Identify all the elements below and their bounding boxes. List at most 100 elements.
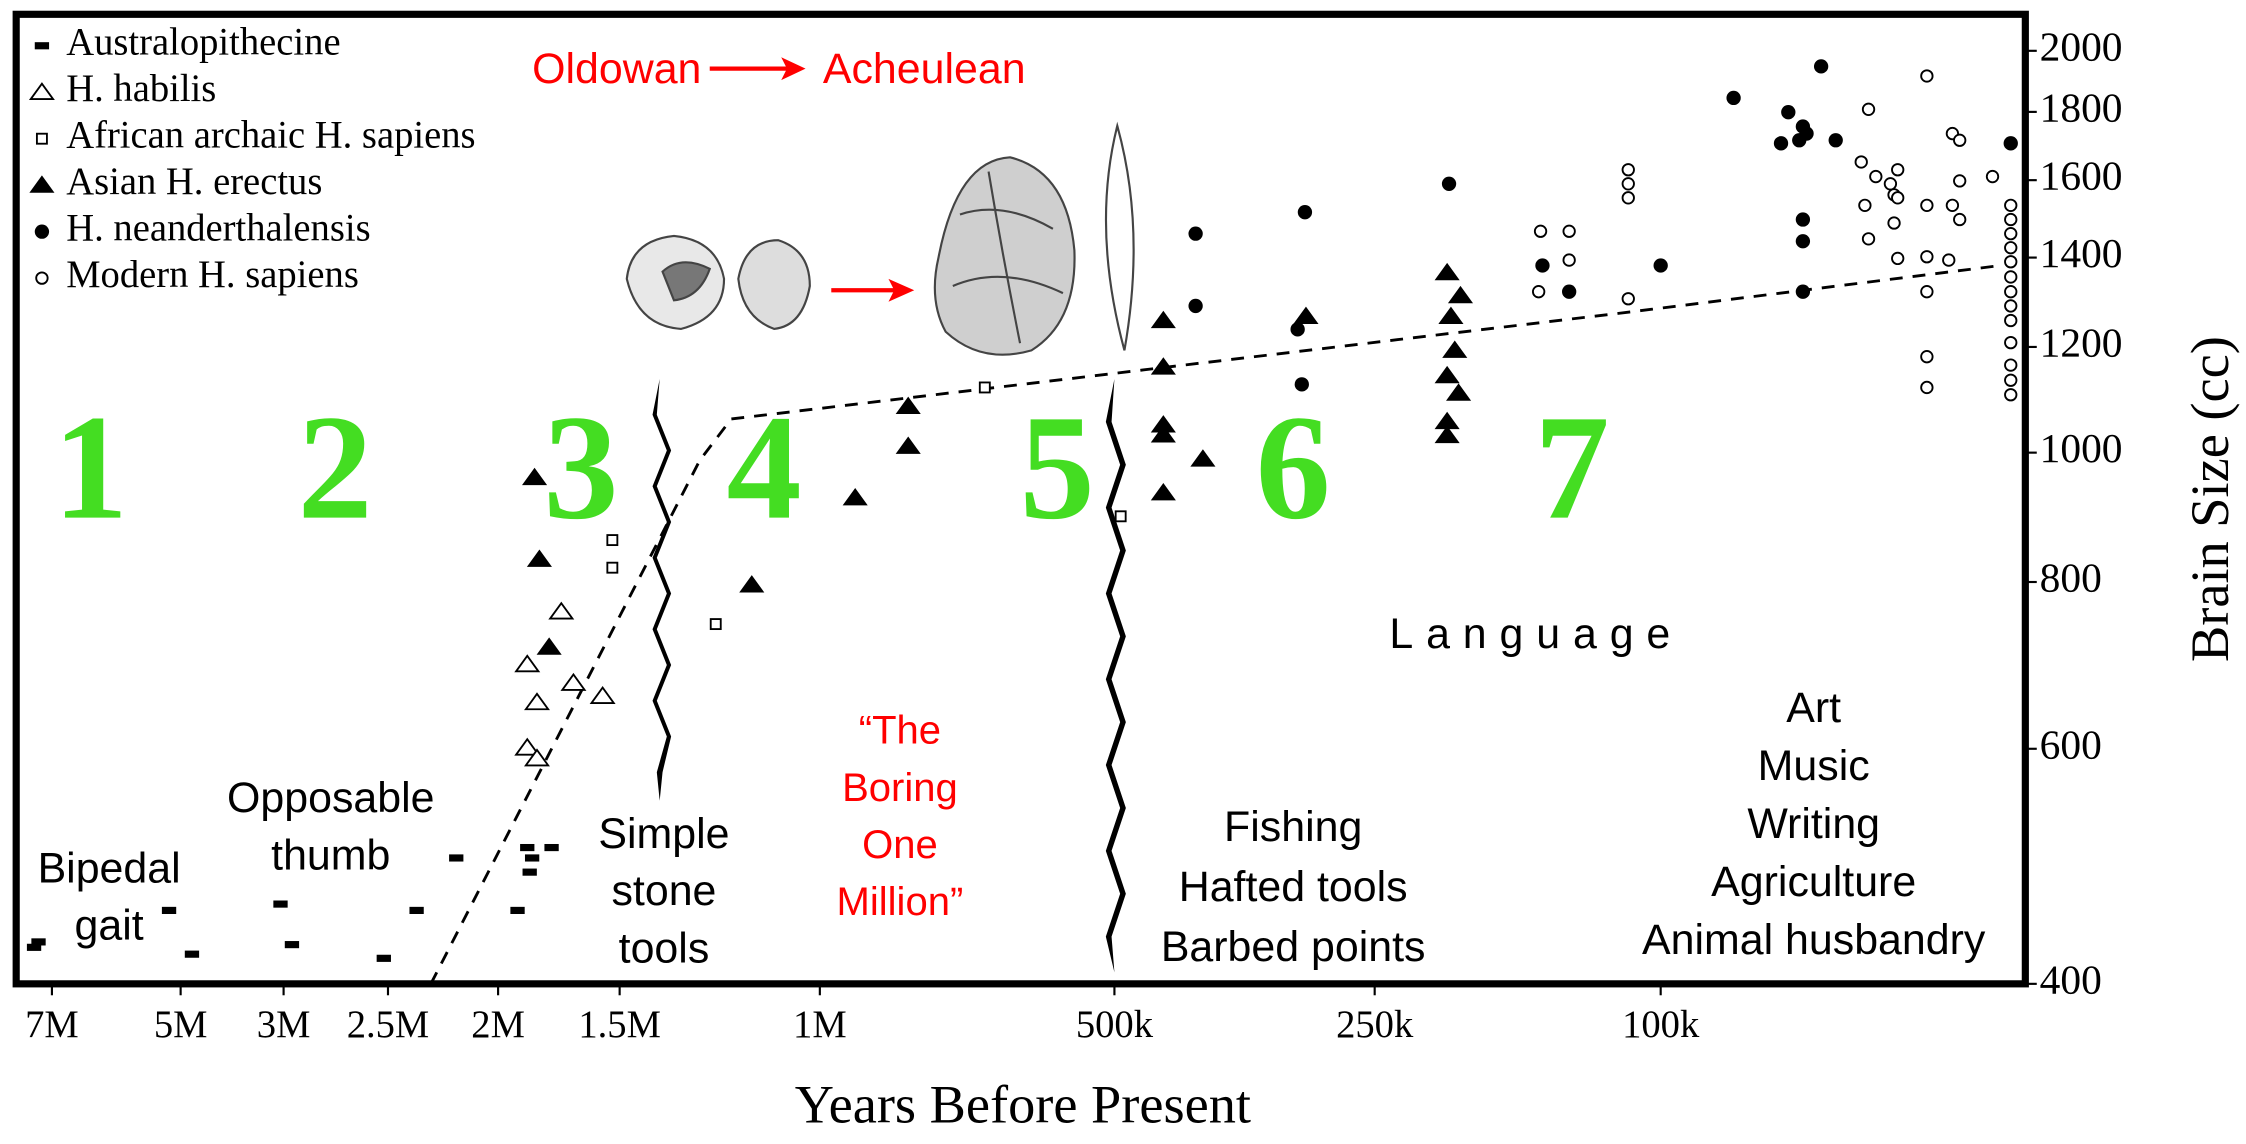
marker-circle-open — [2004, 212, 2018, 227]
marker-dash — [449, 854, 464, 862]
marker-circle-open — [1891, 191, 1905, 205]
marker-triangle — [1442, 340, 1468, 358]
marker-circle-open — [1887, 216, 1901, 230]
y-tick-label: 1200 — [2040, 319, 2123, 365]
y-tick-label: 1800 — [2040, 84, 2123, 130]
y-tick-label: 400 — [2040, 956, 2102, 1002]
marker-triangle — [895, 396, 921, 414]
marker-circle-open — [1953, 133, 1967, 147]
marker-square-open — [978, 381, 991, 394]
annotation: One — [862, 823, 938, 867]
marker-circle — [1781, 105, 1796, 120]
era-divider — [652, 378, 672, 801]
marker-triangle — [1447, 285, 1474, 304]
marker-circle — [1535, 258, 1550, 273]
marker-triangle — [1150, 425, 1176, 443]
marker-circle — [1188, 298, 1203, 314]
oldowan-tool — [737, 239, 811, 330]
x-tick-label: 7M — [25, 1004, 79, 1046]
annotation: Hafted tools — [1179, 863, 1408, 911]
marker-circle-open — [2004, 198, 2018, 212]
marker-triangle — [522, 467, 548, 486]
marker-triangle — [1150, 483, 1176, 501]
period-number: 6 — [1256, 385, 1331, 551]
marker-circle — [1795, 284, 1811, 299]
y-tick-label: 1400 — [2040, 230, 2123, 276]
marker-triangle-open — [560, 672, 587, 691]
x-tick-label: 250k — [1336, 1004, 1414, 1046]
marker-circle-open — [1854, 155, 1868, 169]
marker-circle — [1773, 136, 1789, 151]
marker-circle-open — [1920, 285, 1934, 299]
marker-triangle — [895, 436, 921, 454]
marker-circle-open — [1985, 169, 2000, 184]
acheulean-handaxe — [933, 156, 1076, 356]
annotation: Boring — [842, 766, 958, 810]
marker-triangle-open — [548, 601, 575, 620]
legend-label: Asian H. erectus — [66, 161, 322, 203]
marker-triangle-open — [514, 654, 541, 673]
oldowan-tool-flake — [661, 261, 712, 302]
marker-dash — [524, 854, 540, 862]
marker-circle — [2003, 136, 2018, 151]
marker-circle-open — [2004, 388, 2018, 402]
y-tick-label: 800 — [2040, 555, 2102, 601]
marker-circle — [1653, 258, 1668, 273]
marker-circle — [1795, 212, 1811, 227]
annotation: tools — [619, 924, 710, 972]
marker-circle-open — [1621, 292, 1635, 306]
marker-circle-open — [1562, 253, 1576, 267]
y-tick-label: 1600 — [2040, 153, 2123, 199]
annotation: Agriculture — [1711, 858, 1916, 906]
annotation: Oldowan — [532, 45, 701, 93]
marker-circle-open — [1920, 250, 1934, 264]
marker-circle-open — [1869, 169, 1883, 184]
annotation: Animal husbandry — [1642, 916, 1986, 964]
marker-triangle — [526, 549, 552, 567]
marker-circle — [1828, 133, 1843, 148]
x-tick-label: 2.5M — [347, 1004, 430, 1046]
marker-square-open — [1114, 510, 1127, 523]
marker-triangle-open — [28, 82, 55, 101]
legend-label: Australopithecine — [66, 22, 340, 64]
x-tick-label: 1.5M — [578, 1004, 661, 1046]
marker-circle-open — [2004, 227, 2018, 241]
marker-circle-open — [1920, 350, 1934, 364]
marker-circle-open — [1920, 69, 1934, 83]
x-tick-label: 1M — [793, 1004, 847, 1046]
annotation: Language — [1389, 610, 1683, 658]
marker-square-open — [606, 534, 619, 547]
legend-label: H. neanderthalensis — [66, 208, 370, 250]
marker-triangle-open — [589, 686, 616, 704]
marker-circle-open — [2004, 270, 2018, 284]
marker-circle-open — [1953, 174, 1967, 188]
marker-triangle — [1150, 310, 1176, 329]
legend-label: H. habilis — [66, 68, 216, 110]
marker-dash — [544, 843, 559, 852]
marker-triangle — [842, 488, 868, 506]
marker-circle-open — [1621, 191, 1635, 205]
marker-dash — [510, 906, 525, 915]
marker-circle-open — [2004, 241, 2018, 255]
marker-circle-open — [1942, 253, 1956, 267]
period-number: 5 — [1020, 385, 1095, 551]
marker-triangle — [1434, 262, 1460, 281]
marker-circle — [1294, 377, 1309, 392]
annotation: Writing — [1747, 800, 1880, 848]
marker-triangle — [29, 175, 55, 193]
marker-square-open — [35, 132, 48, 145]
marker-circle — [1795, 234, 1811, 249]
period-number: 2 — [298, 385, 373, 551]
marker-triangle — [1190, 449, 1216, 467]
annotation: Barbed points — [1161, 923, 1426, 971]
marker-dash — [161, 906, 177, 915]
annotation: thumb — [271, 831, 390, 879]
marker-square-open — [606, 561, 619, 574]
marker-circle-open — [2004, 358, 2018, 372]
annotation: Music — [1758, 742, 1870, 790]
y-axis-label: Brain Size (cc) — [2180, 336, 2240, 662]
annotation: Bipedal — [38, 844, 181, 892]
x-tick-label: 100k — [1622, 1004, 1700, 1046]
marker-circle — [1290, 322, 1305, 337]
